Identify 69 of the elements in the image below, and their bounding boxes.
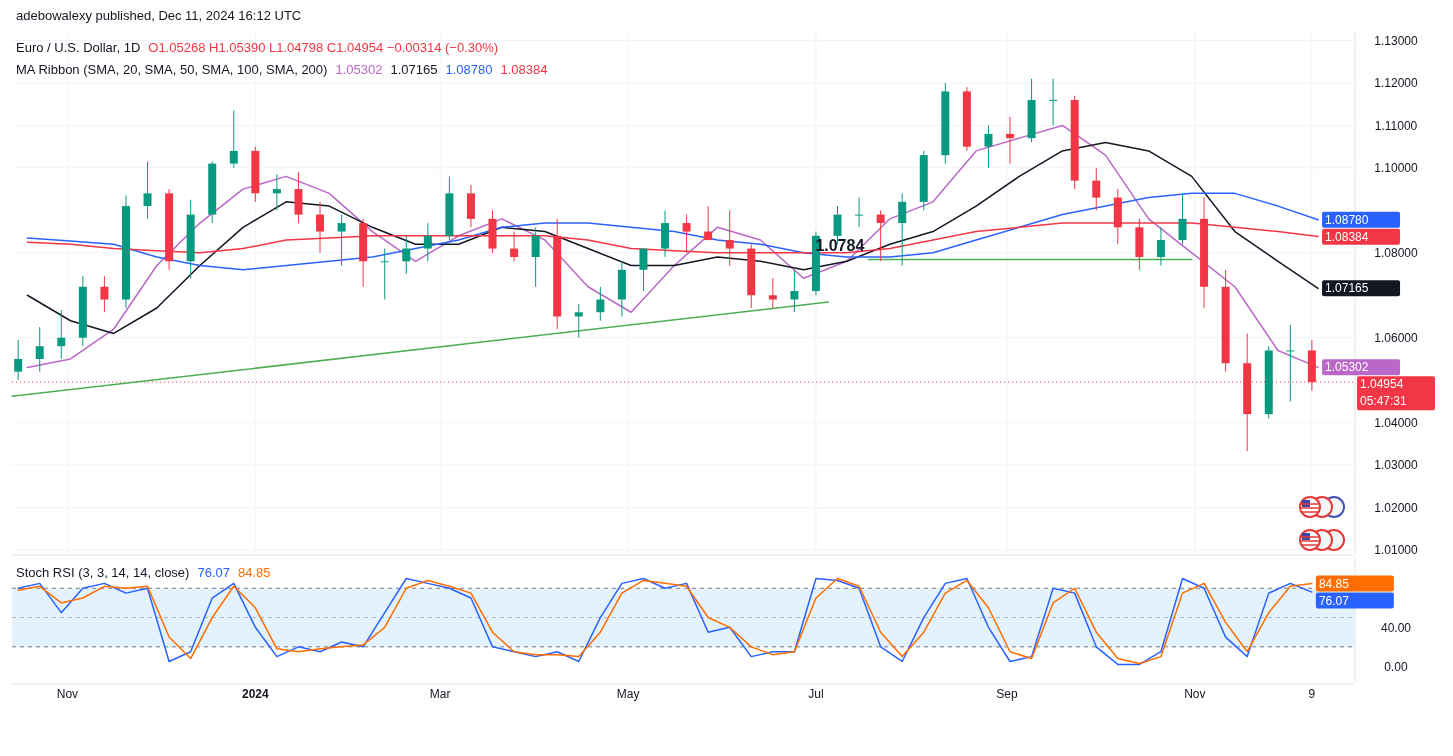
y-tick-label: 40.00 xyxy=(1380,620,1412,635)
text: 1.08780 xyxy=(445,62,493,77)
data-label: 1.07165 xyxy=(1325,281,1369,296)
candlestick xyxy=(337,214,346,267)
candlestick xyxy=(402,235,411,275)
candlestick xyxy=(1286,324,1295,402)
candlestick xyxy=(423,222,432,262)
y-tick-label: 1.06000 xyxy=(1374,330,1419,345)
y-tick-label: 1.12000 xyxy=(1374,76,1419,91)
text: 84.85 xyxy=(237,565,271,580)
candlestick xyxy=(14,339,23,381)
x-tick-label: Nov xyxy=(56,687,79,701)
data-label: 84.85 xyxy=(1318,576,1350,591)
candlestick xyxy=(704,205,713,241)
candlestick xyxy=(272,173,281,211)
x-tick-label: Mar xyxy=(429,687,451,701)
candlestick xyxy=(898,192,907,267)
data-label: 76.07 xyxy=(1318,593,1350,608)
y-tick-label: 1.03000 xyxy=(1374,458,1419,473)
data-label: 1.08780 xyxy=(1325,212,1369,227)
data-label: 1.05302 xyxy=(1325,360,1369,375)
x-tick-label: Jul xyxy=(808,687,824,701)
candlestick xyxy=(57,309,66,360)
line-series xyxy=(26,192,1319,271)
candlestick xyxy=(531,226,540,288)
y-tick-label: 1.11000 xyxy=(1374,118,1418,133)
y-tick-label: 1.04000 xyxy=(1374,415,1419,430)
candlestick xyxy=(790,269,799,313)
x-tick-label: 9 xyxy=(1308,687,1316,701)
y-tick-label: 1.02000 xyxy=(1374,500,1419,515)
text: Stoch RSI (3, 3, 14, 14, close) xyxy=(16,565,190,580)
candlestick xyxy=(596,286,605,322)
data-label: 1.08384 xyxy=(1325,229,1369,244)
candlestick xyxy=(1006,116,1015,165)
line-series xyxy=(26,124,1319,369)
candlestick xyxy=(100,275,109,313)
candlestick xyxy=(380,248,389,301)
candlestick xyxy=(143,161,152,220)
candlestick xyxy=(639,248,648,292)
candlestick xyxy=(768,277,777,309)
candlestick xyxy=(1092,167,1101,211)
candlestick xyxy=(1178,192,1187,245)
candlestick xyxy=(984,124,993,169)
text: 76.07 xyxy=(197,565,230,580)
x-tick-label: Nov xyxy=(1184,687,1206,701)
text: adebowalexy published, Dec 11, 2024 16:12 UTC xyxy=(16,8,302,23)
x-tick-label: Sep xyxy=(996,687,1018,701)
candlestick xyxy=(855,197,864,228)
y-tick-label: 1.01000 xyxy=(1374,543,1419,558)
candlestick xyxy=(35,326,44,373)
candlestick xyxy=(574,303,583,339)
text: 05:47:31 xyxy=(1360,394,1408,409)
candlestick xyxy=(1049,78,1058,126)
x-tick-label: May xyxy=(616,687,640,701)
text: 1.08384 xyxy=(500,62,548,77)
y-tick-label: 1.10000 xyxy=(1374,161,1419,176)
text: Euro / U.S. Dollar, 1D xyxy=(16,40,141,55)
candlestick xyxy=(229,110,238,169)
candlestick xyxy=(1156,226,1165,267)
ref-line-label: 1.04954 xyxy=(1360,377,1404,392)
line-series xyxy=(26,141,1319,335)
y-tick-label: 1.13000 xyxy=(1374,33,1419,48)
annotation: O1.05268 H1.05390 L1.04798 C1.04954 −0.00314 (−0.30%) xyxy=(148,40,499,55)
y-tick-label: 1.08000 xyxy=(1374,246,1419,260)
text: 1.07165 xyxy=(390,62,438,77)
text: 1.05302 xyxy=(335,62,383,77)
x-tick-label: 2024 xyxy=(241,687,270,701)
annotation: MA Ribbon (SMA, 20, SMA, 50, SMA, 100, SMA, 200) xyxy=(16,62,328,77)
y-tick-label: 0.00 xyxy=(1384,659,1408,674)
